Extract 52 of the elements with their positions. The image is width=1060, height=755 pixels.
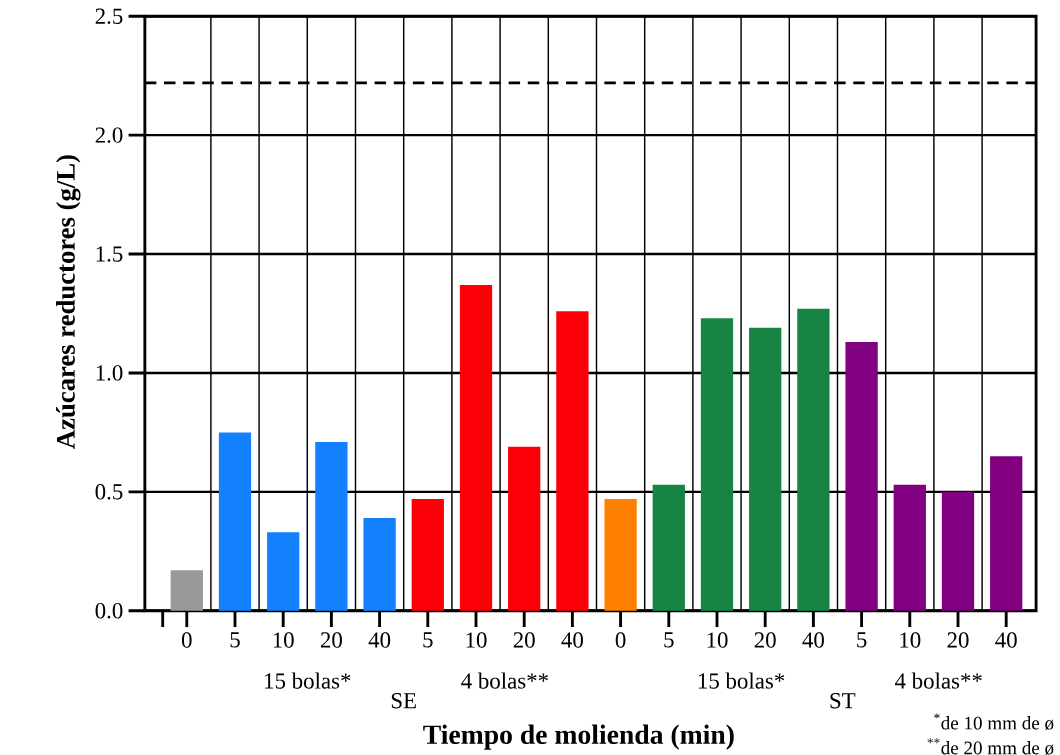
bar bbox=[411, 498, 444, 611]
x-tick-label: 0 bbox=[181, 632, 192, 648]
y-tick-label: 0.0 bbox=[95, 602, 123, 619]
x-tick-label: 40 bbox=[561, 632, 583, 648]
y-tick-label: 0.5 bbox=[95, 483, 123, 500]
bar bbox=[749, 327, 782, 611]
bar bbox=[508, 446, 541, 611]
x-tick-label: 40 bbox=[368, 632, 391, 648]
x-tick-label: 20 bbox=[754, 632, 776, 648]
bar bbox=[893, 484, 926, 611]
x-tick-label: 10 bbox=[466, 632, 487, 648]
x-tick-label: 20 bbox=[513, 632, 535, 648]
text: 15 bolas* bbox=[265, 672, 351, 689]
y-tick-label: 1.0 bbox=[96, 365, 123, 381]
text: 15 bolas* bbox=[698, 672, 785, 689]
text: $^{**}$de 20 mm de ø bbox=[927, 738, 1054, 755]
bar bbox=[941, 491, 975, 611]
x-tick-label: 10 bbox=[273, 632, 294, 648]
x-tick-label: 20 bbox=[947, 632, 969, 648]
x-tick-label: 40 bbox=[995, 632, 1017, 648]
x-tick-label: 5 bbox=[423, 632, 433, 648]
y-tick-label: 2.0 bbox=[95, 127, 123, 143]
bar bbox=[990, 456, 1023, 611]
text: ST bbox=[830, 692, 856, 709]
bar bbox=[267, 532, 300, 611]
text: SE bbox=[391, 692, 416, 709]
x-tick-label: 40 bbox=[802, 632, 824, 648]
x-tick-label: 0 bbox=[615, 632, 626, 648]
x-tick-label: 5 bbox=[664, 632, 674, 648]
bar bbox=[700, 318, 734, 611]
y-axis-title: Azúcares reductores (g/L) bbox=[56, 155, 81, 449]
bar bbox=[845, 341, 878, 611]
text: 4 bolas** bbox=[461, 672, 548, 689]
bar bbox=[459, 284, 493, 611]
bar bbox=[556, 310, 589, 611]
x-tick-label: 5 bbox=[857, 632, 867, 648]
x-tick-label: 20 bbox=[320, 632, 342, 648]
y-tick-label: 2.5 bbox=[95, 8, 123, 24]
bar bbox=[218, 432, 252, 611]
x-tick-label: 5 bbox=[230, 632, 240, 648]
y-tick-label: 1.5 bbox=[96, 246, 123, 262]
x-tick-label: 10 bbox=[900, 632, 921, 648]
text: $^{*}$de 10 mm de ø bbox=[934, 713, 1054, 730]
text: 4 bolas** bbox=[894, 672, 982, 689]
x-tick-label: 10 bbox=[707, 632, 728, 648]
bar bbox=[604, 498, 637, 611]
bar bbox=[363, 517, 396, 611]
bar bbox=[797, 308, 830, 611]
bar bbox=[170, 570, 203, 611]
x-axis-title: Tiempo de molienda (min) bbox=[423, 724, 734, 750]
bar bbox=[652, 484, 685, 611]
bar bbox=[315, 441, 348, 611]
